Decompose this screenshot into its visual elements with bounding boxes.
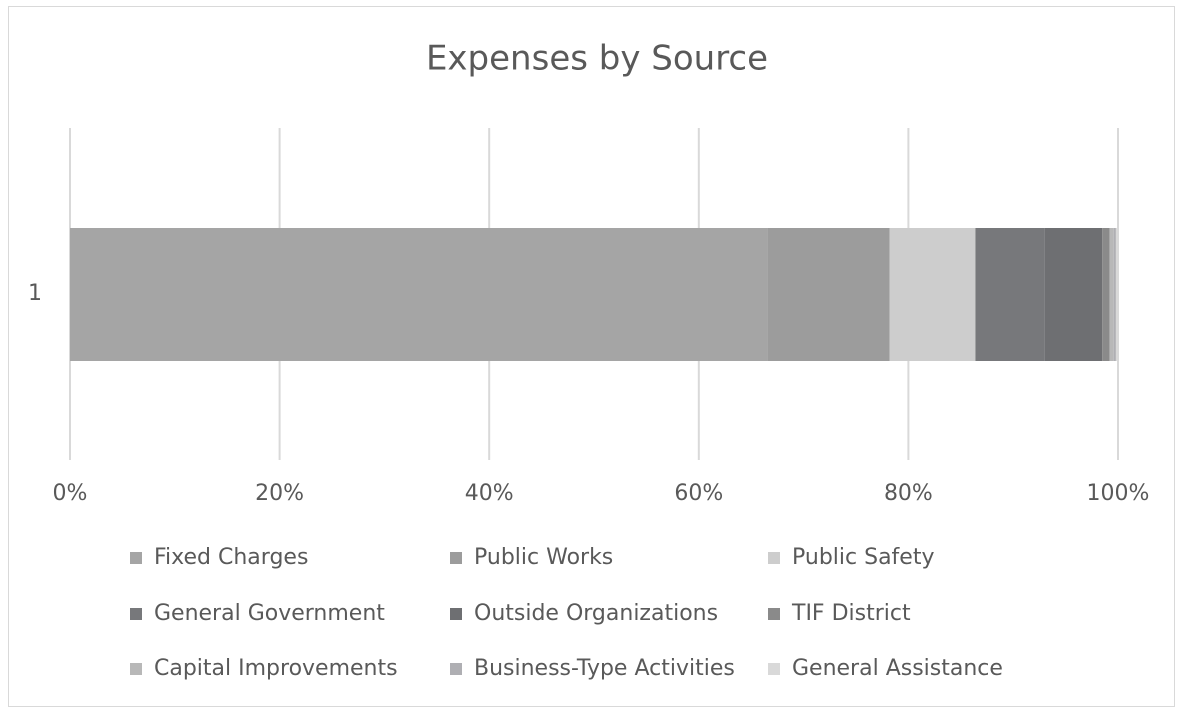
legend-swatch xyxy=(450,608,462,620)
bar-segment xyxy=(1115,228,1118,361)
x-tick-label: 40% xyxy=(465,481,514,506)
chart-title: Expenses by Source xyxy=(426,39,768,79)
legend-swatch xyxy=(130,608,142,620)
bar-segment xyxy=(767,228,890,361)
bar-segment xyxy=(70,228,768,361)
legend-swatch xyxy=(130,552,142,564)
legend-label: General Government xyxy=(154,601,385,626)
legend-label: Public Safety xyxy=(792,545,934,570)
legend-label: Outside Organizations xyxy=(474,601,718,626)
bar-segment xyxy=(975,228,1045,361)
legend-label: General Assistance xyxy=(792,656,1003,681)
legend-swatch xyxy=(450,552,462,564)
bar-segment xyxy=(889,228,976,361)
x-tick-label: 60% xyxy=(674,481,723,506)
bar-segment xyxy=(1102,228,1110,361)
legend-label: Public Works xyxy=(474,545,613,570)
x-tick-label: 80% xyxy=(884,481,933,506)
legend-label: Business-Type Activities xyxy=(474,656,735,681)
legend-swatch xyxy=(450,663,462,675)
legend-swatch xyxy=(130,663,142,675)
x-tick-label: 0% xyxy=(53,481,88,506)
y-tick-label: 1 xyxy=(28,281,42,306)
bar-segment xyxy=(1113,228,1116,361)
bar-segment xyxy=(1109,228,1114,361)
legend-label: Capital Improvements xyxy=(154,656,398,681)
legend-label: Fixed Charges xyxy=(154,545,308,570)
legend-swatch xyxy=(768,552,780,564)
legend-swatch xyxy=(768,608,780,620)
legend-swatch xyxy=(768,663,780,675)
x-tick-label: 20% xyxy=(255,481,304,506)
legend-label: TIF District xyxy=(791,601,911,626)
x-tick-label: 100% xyxy=(1087,481,1150,506)
bar-segment xyxy=(1044,228,1103,361)
